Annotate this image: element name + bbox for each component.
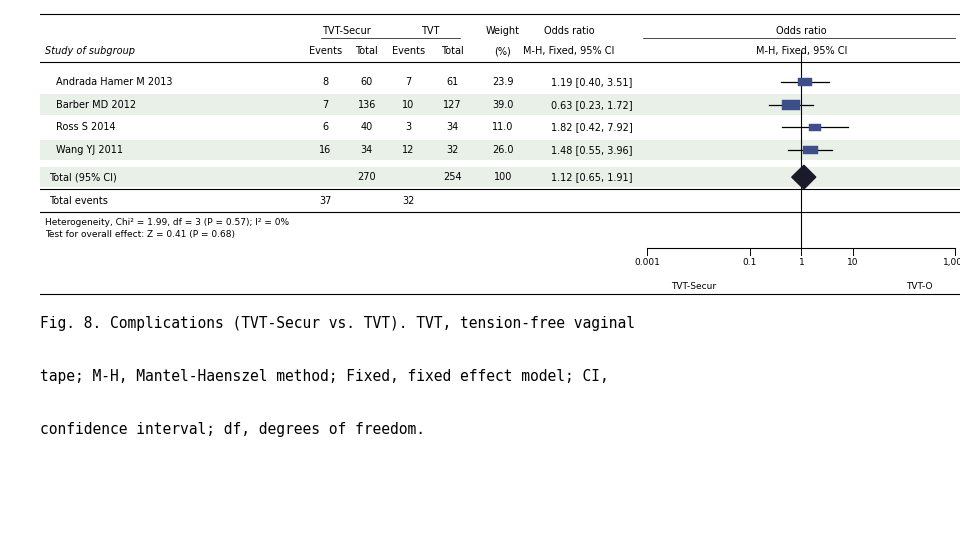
Text: TVT-Secur: TVT-Secur [322, 26, 371, 36]
Text: 11.0: 11.0 [492, 123, 514, 132]
Text: Barber MD 2012: Barber MD 2012 [56, 100, 136, 110]
Text: 37: 37 [320, 196, 331, 206]
Text: M-H, Fixed, 95% CI: M-H, Fixed, 95% CI [523, 46, 614, 56]
Text: 0.001: 0.001 [635, 258, 660, 267]
Text: 3: 3 [405, 123, 411, 132]
Text: 39.0: 39.0 [492, 100, 514, 110]
Text: Study of subgroup: Study of subgroup [45, 46, 135, 56]
Text: 6: 6 [323, 123, 328, 132]
Text: Weight: Weight [486, 26, 520, 36]
Text: 12: 12 [402, 145, 415, 155]
Text: 0.1: 0.1 [743, 258, 757, 267]
Text: confidence interval; df, degrees of freedom.: confidence interval; df, degrees of free… [40, 422, 425, 437]
Text: 1.82 [0.42, 7.92]: 1.82 [0.42, 7.92] [551, 123, 633, 132]
Text: tape; M-H, Mantel-Haenszel method; Fixed, fixed effect model; CI,: tape; M-H, Mantel-Haenszel method; Fixed… [40, 369, 609, 384]
Text: 32: 32 [402, 196, 415, 206]
Text: Total: Total [355, 46, 378, 56]
Text: International Neurourology Journal 2015;19:246-258: International Neurourology Journal 2015;… [13, 142, 23, 398]
Text: 136: 136 [358, 100, 376, 110]
Text: TVT: TVT [421, 26, 440, 36]
Text: 7: 7 [323, 100, 328, 110]
Text: Odds ratio: Odds ratio [543, 26, 594, 36]
Text: Events: Events [392, 46, 424, 56]
Text: 16: 16 [320, 145, 331, 155]
Text: Test for overall effect: Z = 0.41 (P = 0.68): Test for overall effect: Z = 0.41 (P = 0… [45, 230, 235, 239]
Text: M-H, Fixed, 95% CI: M-H, Fixed, 95% CI [756, 46, 847, 56]
Text: 34: 34 [361, 145, 372, 155]
Text: 26.0: 26.0 [492, 145, 514, 155]
Text: TVT-O: TVT-O [906, 282, 933, 291]
Bar [40, 94, 960, 115]
Text: 254: 254 [443, 172, 462, 182]
Bar [803, 146, 818, 154]
Text: 61: 61 [446, 77, 459, 87]
Text: 23.9: 23.9 [492, 77, 514, 87]
Text: 1.48 [0.55, 3.96]: 1.48 [0.55, 3.96] [551, 145, 633, 155]
Text: Heterogeneity, Chi² = 1.99, df = 3 (P = 0.57); I² = 0%: Heterogeneity, Chi² = 1.99, df = 3 (P = … [45, 218, 289, 227]
Bar [40, 140, 960, 160]
Text: Odds ratio: Odds ratio [776, 26, 827, 36]
Text: 8: 8 [323, 77, 328, 87]
Text: 60: 60 [361, 77, 372, 87]
Text: 1: 1 [799, 258, 804, 267]
Text: Total (95% CI): Total (95% CI) [50, 172, 117, 182]
Text: Ross S 2014: Ross S 2014 [56, 123, 115, 132]
Text: 34: 34 [446, 123, 459, 132]
Text: 1.12 [0.65, 1.91]: 1.12 [0.65, 1.91] [551, 172, 633, 182]
Bar [798, 78, 812, 86]
Text: Wang YJ 2011: Wang YJ 2011 [56, 145, 123, 155]
Text: 40: 40 [361, 123, 372, 132]
Polygon shape [792, 165, 816, 189]
Text: 10: 10 [847, 258, 858, 267]
Text: (%): (%) [494, 46, 512, 56]
Text: 270: 270 [357, 172, 376, 182]
Text: Events: Events [309, 46, 342, 56]
Text: 1,000: 1,000 [943, 258, 960, 267]
Bar [40, 167, 960, 187]
Bar [808, 124, 821, 131]
Bar [782, 100, 800, 110]
Text: 7: 7 [405, 77, 411, 87]
Text: 0.63 [0.23, 1.72]: 0.63 [0.23, 1.72] [551, 100, 633, 110]
Text: Fig. 8. Complications (TVT-Secur vs. TVT). TVT, tension-free vaginal: Fig. 8. Complications (TVT-Secur vs. TVT… [40, 316, 636, 331]
Text: 100: 100 [493, 172, 512, 182]
Text: 1.19 [0.40, 3.51]: 1.19 [0.40, 3.51] [551, 77, 632, 87]
Text: Total: Total [441, 46, 464, 56]
Text: TVT-Secur: TVT-Secur [671, 282, 716, 291]
Text: Andrada Hamer M 2013: Andrada Hamer M 2013 [56, 77, 173, 87]
Text: 32: 32 [446, 145, 459, 155]
Text: 127: 127 [443, 100, 462, 110]
Text: Total events: Total events [50, 196, 108, 206]
Text: 10: 10 [402, 100, 415, 110]
